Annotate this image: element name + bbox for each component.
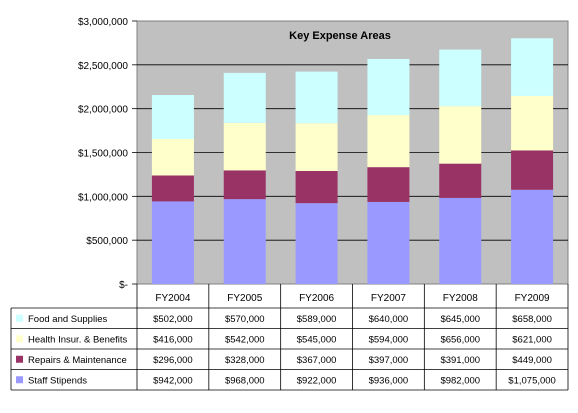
bar-segment [439, 106, 482, 164]
bar-segment [295, 123, 338, 171]
legend-key [16, 376, 23, 384]
bar-segment [151, 94, 194, 139]
data-value-label: $397,000 [369, 355, 409, 366]
data-value-label: $542,000 [225, 334, 265, 345]
y-axis-tick-labels: $- $500,000 $1,000,000 $1,500,000 $2,000,000… [78, 17, 128, 291]
legend-key [16, 335, 23, 343]
data-value-label: $416,000 [153, 334, 193, 345]
legend-label: Repairs & Maintenance [28, 355, 127, 366]
data-value-label: $936,000 [369, 375, 409, 386]
data-value-label: $594,000 [369, 334, 409, 345]
category-label: FY2006 [299, 293, 334, 304]
data-value-label: $656,000 [440, 334, 480, 345]
category-label: FY2004 [155, 293, 190, 304]
bar-segment [151, 201, 194, 284]
bar-segment [295, 170, 338, 204]
data-value-label: $621,000 [512, 334, 552, 345]
bar-segment [511, 95, 554, 151]
bar-segment [367, 167, 410, 202]
bar-segment [511, 150, 554, 190]
y-tick-label: $1,500,000 [78, 149, 128, 160]
data-value-label: $942,000 [153, 375, 193, 386]
legend-key [16, 314, 23, 322]
bar-segment [511, 189, 554, 284]
data-value-label: $391,000 [440, 355, 480, 366]
data-value-label: $1,075,000 [508, 375, 556, 386]
category-label: FY2007 [371, 293, 406, 304]
y-tick-label: $500,000 [86, 236, 128, 247]
data-table: FY2004 FY2005 FY2006 FY2007 FY2008 FY2009 Food… [10, 284, 569, 391]
data-value-label: $658,000 [512, 314, 552, 325]
y-tick-label: $- [119, 280, 128, 291]
bar-segment [151, 138, 194, 176]
data-value-label: $968,000 [225, 375, 265, 386]
y-tick-label: $2,500,000 [78, 61, 128, 72]
legend-label: Food and Supplies [28, 314, 107, 325]
gridlines [132, 20, 568, 285]
y-tick-label: $1,000,000 [78, 192, 128, 203]
data-value-label: $367,000 [297, 355, 337, 366]
data-value-label: $589,000 [297, 314, 337, 325]
data-value-label: $640,000 [369, 314, 409, 325]
chart-title: Key Expense Areas [289, 30, 391, 42]
bar-segment [367, 201, 410, 284]
data-value-label: $645,000 [440, 314, 480, 325]
bar-segment [151, 175, 194, 202]
bar-segment [439, 163, 482, 198]
data-value-label: $545,000 [297, 334, 337, 345]
bar-segment [367, 115, 410, 168]
category-label: FY2005 [227, 293, 262, 304]
bar-segment [223, 122, 266, 171]
bar-segment [223, 72, 266, 123]
y-tick-label: $3,000,000 [78, 17, 128, 28]
legend-label: Health Insur. & Benefits [28, 334, 128, 345]
data-value-label: $502,000 [153, 314, 193, 325]
bar-segment [439, 49, 482, 107]
bar-segment [295, 71, 338, 124]
bar-segment [511, 38, 554, 96]
data-value-label: $922,000 [297, 375, 337, 386]
bar-segment [367, 58, 410, 116]
bar-segment [295, 203, 338, 284]
category-label: FY2009 [515, 293, 550, 304]
bar-segment [223, 199, 266, 284]
data-value-label: $328,000 [225, 355, 265, 366]
category-label: FY2008 [443, 293, 478, 304]
data-value-label: $982,000 [440, 375, 480, 386]
data-value-label: $449,000 [512, 355, 552, 366]
data-value-label: $296,000 [153, 355, 193, 366]
legend-label: Staff Stipends [28, 375, 87, 386]
data-value-label: $570,000 [225, 314, 265, 325]
y-tick-label: $2,000,000 [78, 105, 128, 116]
legend-key [16, 355, 23, 363]
bar-segment [439, 197, 482, 284]
bars [151, 38, 554, 284]
bar-segment [223, 170, 266, 200]
